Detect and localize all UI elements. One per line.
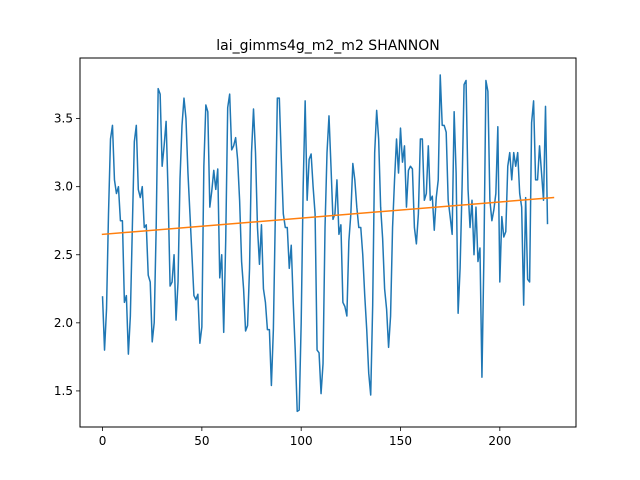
x-tick-label: 100 [290, 434, 313, 448]
y-tick-label: 3.5 [54, 112, 73, 126]
series-layer [101, 74, 555, 413]
x-tick-label: 200 [488, 434, 511, 448]
x-tick-label: 0 [99, 434, 107, 448]
x-tick-label: 50 [194, 434, 209, 448]
plot-area: 0 50 100 150 200 1.5 2.0 2.5 3.0 3.5 [54, 57, 577, 448]
y-tick-label: 2.0 [54, 316, 73, 330]
x-tick-label: 150 [389, 434, 412, 448]
series-line-1 [101, 74, 549, 413]
x-axis: 0 50 100 150 200 [99, 427, 511, 448]
series-line-2 [101, 196, 555, 236]
y-tick-label: 2.5 [54, 248, 73, 262]
chart-title: lai_gimms4g_m2_m2 SHANNON [216, 38, 439, 54]
y-tick-label: 3.0 [54, 180, 73, 194]
axes-frame [79, 57, 577, 428]
y-tick-label: 1.5 [54, 384, 73, 398]
y-axis: 1.5 2.0 2.5 3.0 3.5 [54, 112, 80, 398]
